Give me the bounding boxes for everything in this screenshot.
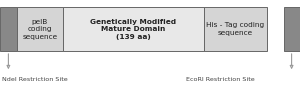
Bar — [0, 7, 16, 51]
Bar — [204, 7, 267, 51]
Text: NdeI Restriction Site: NdeI Restriction Site — [2, 77, 67, 82]
Text: pelB
coding
sequence: pelB coding sequence — [22, 19, 57, 40]
Bar — [16, 7, 63, 51]
Bar — [284, 7, 300, 51]
Text: His - Tag coding
sequence: His - Tag coding sequence — [206, 22, 265, 36]
Text: EcoRI Restriction Site: EcoRI Restriction Site — [186, 77, 255, 82]
Bar — [63, 7, 204, 51]
Text: Genetically Modified
Mature Domain
(139 aa): Genetically Modified Mature Domain (139 … — [90, 19, 177, 40]
